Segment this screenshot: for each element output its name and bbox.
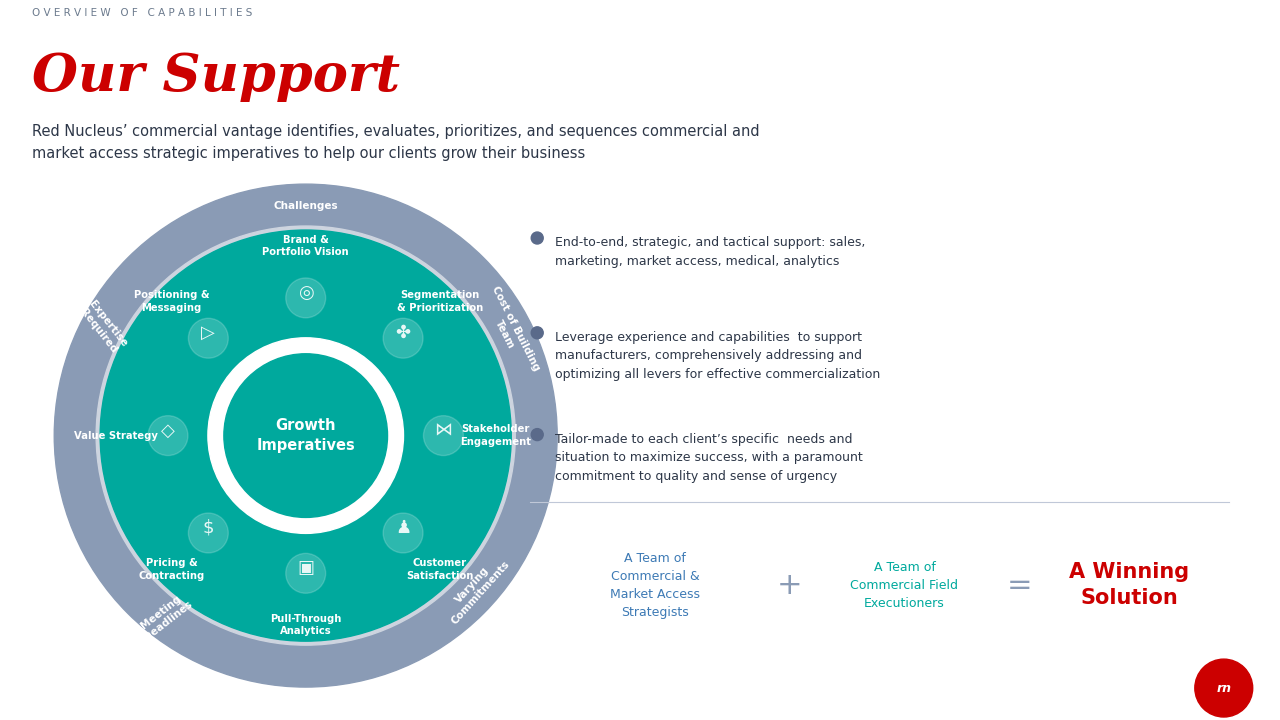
Text: Red Nucleus’ commercial vantage identifies, evaluates, prioritizes, and sequence: Red Nucleus’ commercial vantage identifi… xyxy=(32,124,759,161)
Circle shape xyxy=(96,226,516,645)
Circle shape xyxy=(188,318,228,358)
Text: ▷: ▷ xyxy=(201,324,215,342)
Text: ✤: ✤ xyxy=(396,324,411,342)
Text: Value Strategy: Value Strategy xyxy=(74,431,157,441)
Text: Our Support: Our Support xyxy=(32,50,399,102)
Circle shape xyxy=(224,354,388,518)
Text: Leverage experience and capabilities  to support
manufacturers, comprehensively : Leverage experience and capabilities to … xyxy=(556,330,881,381)
Circle shape xyxy=(531,428,543,441)
Text: $: $ xyxy=(202,519,214,537)
Text: End-to-end, strategic, and tactical support: sales,
marketing, market access, me: End-to-end, strategic, and tactical supp… xyxy=(556,236,865,268)
Text: Pull-Through
Analytics: Pull-Through Analytics xyxy=(270,614,342,636)
Text: Customer
Satisfaction: Customer Satisfaction xyxy=(406,559,474,581)
Text: Pricing &
Contracting: Pricing & Contracting xyxy=(138,559,205,581)
Text: ♟: ♟ xyxy=(396,519,411,537)
Circle shape xyxy=(424,415,463,456)
Text: A Team of
Commercial &
Market Access
Strategists: A Team of Commercial & Market Access Str… xyxy=(611,552,700,618)
Circle shape xyxy=(531,327,543,339)
Circle shape xyxy=(148,415,188,456)
Circle shape xyxy=(207,338,403,534)
Text: A Winning
Solution: A Winning Solution xyxy=(1069,562,1189,608)
Text: ▣: ▣ xyxy=(297,559,314,577)
Text: ◎: ◎ xyxy=(298,284,314,302)
Text: Varying
Commitments: Varying Commitments xyxy=(440,552,512,627)
Text: Challenges: Challenges xyxy=(274,201,338,211)
Text: O V E R V I E W   O F   C A P A B I L I T I E S: O V E R V I E W O F C A P A B I L I T I … xyxy=(32,8,252,18)
Circle shape xyxy=(383,318,422,358)
Text: +: + xyxy=(777,571,803,600)
Text: Expertise
Required: Expertise Required xyxy=(78,300,129,356)
Text: Cost of Building
Team: Cost of Building Team xyxy=(479,284,541,378)
Text: Segmentation
& Prioritization: Segmentation & Prioritization xyxy=(397,290,483,312)
Circle shape xyxy=(188,513,228,553)
Circle shape xyxy=(285,554,325,593)
Circle shape xyxy=(100,230,511,642)
Circle shape xyxy=(531,232,543,244)
Text: ⋈: ⋈ xyxy=(434,422,452,440)
Circle shape xyxy=(1194,659,1253,717)
Text: Positioning &
Messaging: Positioning & Messaging xyxy=(134,290,210,312)
Circle shape xyxy=(383,513,422,553)
Text: A Team of
Commercial Field
Executioners: A Team of Commercial Field Executioners xyxy=(850,561,959,610)
Text: rn: rn xyxy=(1216,682,1231,695)
Text: =: = xyxy=(1006,571,1032,600)
Circle shape xyxy=(54,184,557,687)
Circle shape xyxy=(285,278,325,318)
Text: Tailor-made to each client’s specific  needs and
situation to maximize success, : Tailor-made to each client’s specific ne… xyxy=(556,433,863,482)
Text: ◇: ◇ xyxy=(161,422,175,440)
Text: Brand &
Portfolio Vision: Brand & Portfolio Vision xyxy=(262,235,349,257)
Text: Stakeholder
Engagement: Stakeholder Engagement xyxy=(460,424,531,447)
Text: Meeting
Deadlines: Meeting Deadlines xyxy=(134,590,195,643)
Text: Growth
Imperatives: Growth Imperatives xyxy=(256,418,355,453)
